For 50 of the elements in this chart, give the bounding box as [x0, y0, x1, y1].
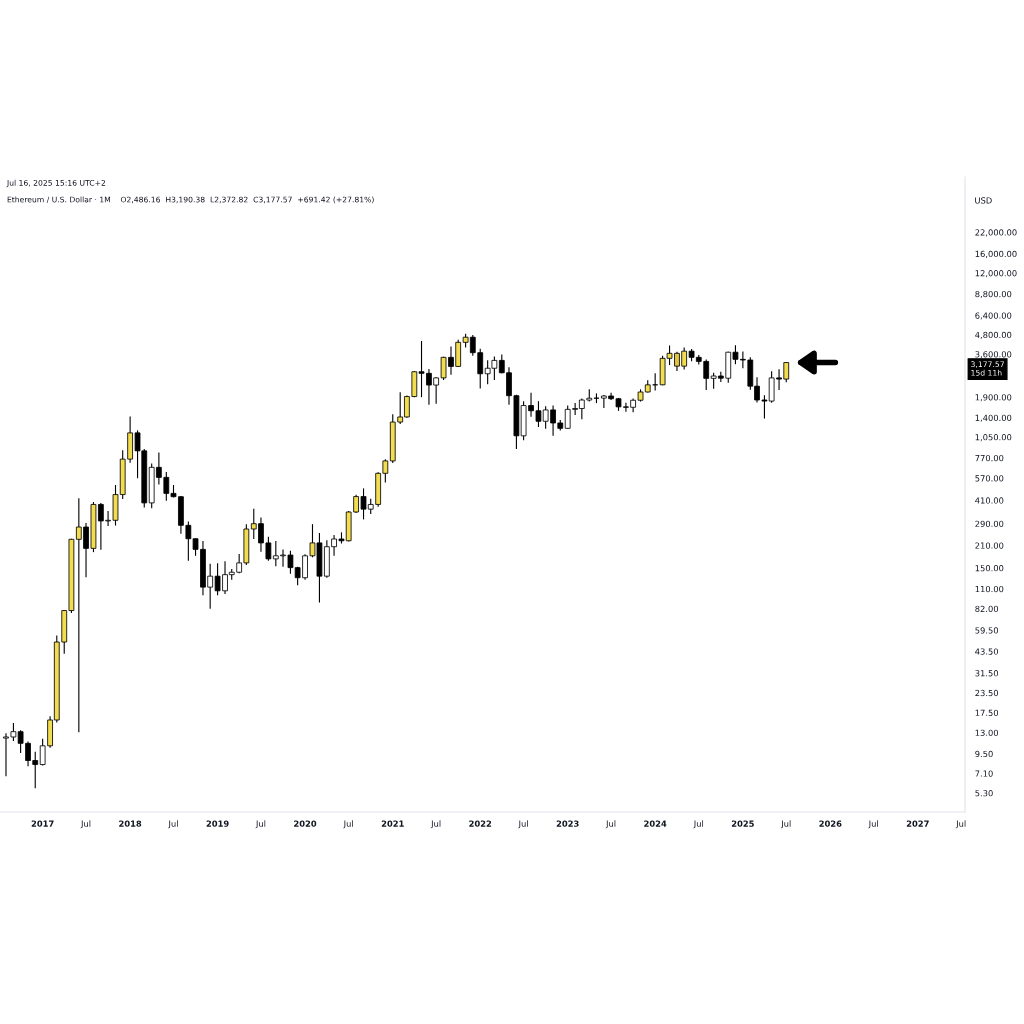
x-tick-label: Jul: [430, 820, 441, 829]
y-tick-label: 6,400.00: [975, 312, 1012, 320]
y-tick-label: 1,400.00: [975, 414, 1012, 422]
y-tick-label: 22,000.00: [975, 229, 1017, 237]
y-tick-label: 3,600.00: [975, 351, 1012, 359]
y-tick-label: 82.00: [975, 605, 999, 613]
x-tick-label: 2023: [556, 820, 579, 827]
x-tick-label: 2022: [469, 820, 492, 827]
y-tick-label: 1,900.00: [975, 394, 1012, 402]
y-tick-label: 570.00: [975, 475, 1004, 482]
y-tick-label: 770.00: [975, 454, 1004, 462]
y-tick-label: 17.50: [975, 709, 999, 716]
y-tick-label: 12,000.00: [975, 270, 1017, 278]
y-tick-label: 7.10: [975, 770, 993, 777]
y-axis-title: USD: [975, 197, 992, 204]
x-tick-label: Jul: [955, 820, 966, 829]
x-tick-label: 2026: [819, 820, 842, 827]
y-tick-label: 43.50: [975, 648, 999, 655]
x-tick-label: 2025: [731, 820, 754, 827]
y-tick-label: 8,800.00: [975, 290, 1012, 299]
y-tick-label: 16,000.00: [975, 250, 1017, 258]
y-tick-label: 410.00: [975, 497, 1004, 504]
x-tick-label: Jul: [868, 820, 878, 829]
y-tick-label: 4,800.00: [975, 331, 1012, 339]
x-tick-label: 2017: [31, 820, 54, 827]
x-tick-label: Jul: [80, 820, 91, 829]
y-tick-label: 59.50: [975, 627, 999, 634]
y-tick-label: 23.50: [975, 689, 999, 697]
x-tick-label: 2024: [644, 820, 667, 827]
x-tick-label: Jul: [780, 820, 791, 829]
x-tick-label: Jul: [605, 820, 616, 829]
x-tick-label: 2018: [119, 820, 142, 827]
x-tick-label: Jul: [518, 820, 528, 829]
x-tick-label: Jul: [693, 820, 704, 829]
x-tick-label: Jul: [168, 820, 178, 829]
y-tick-label: 1,050.00: [975, 434, 1012, 442]
y-tick-label: 31.50: [975, 670, 999, 677]
y-tick-label: 13.00: [975, 729, 999, 736]
x-tick-label: 2027: [906, 820, 929, 827]
y-tick-label: 110.00: [975, 585, 1004, 593]
x-tick-label: 2021: [381, 820, 404, 827]
y-tick-label: 5.30: [975, 790, 993, 797]
x-tick-label: Jul: [343, 820, 353, 829]
x-tick-label: 2020: [294, 820, 317, 827]
x-tick-label: Jul: [255, 820, 266, 829]
y-tick-label: 150.00: [975, 565, 1004, 572]
x-tick-label: 2019: [206, 820, 229, 827]
y-tick-label: 210.00: [975, 542, 1004, 549]
y-tick-label: 9.50: [975, 750, 993, 758]
y-tick-label: 290.00: [975, 520, 1004, 527]
